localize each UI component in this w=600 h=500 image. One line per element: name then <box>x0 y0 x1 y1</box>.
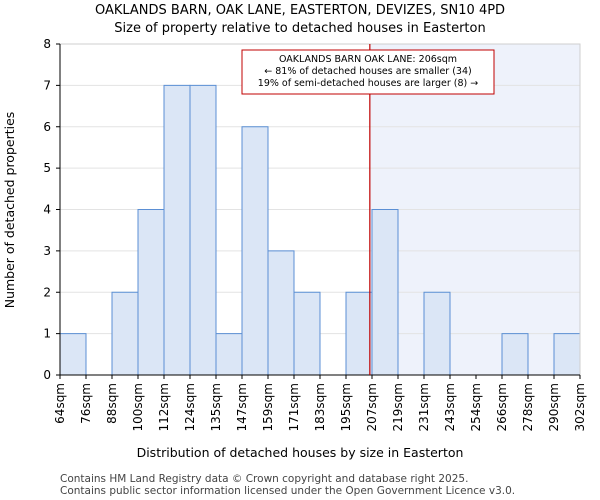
x-tick-label-195sqm: 195sqm <box>339 383 353 431</box>
annotation-line-3: 19% of semi-detached houses are larger (… <box>258 78 478 89</box>
plot-area: 0 1 2 3 4 5 6 7 8 64sqm 76sqm 88sqm 100sqm 112sqm 124s… <box>43 37 587 431</box>
chart-title: OAKLANDS BARN, OAK LANE, EASTERTON, DEVI… <box>95 3 505 18</box>
x-tick-label-207sqm: 207sqm <box>365 383 379 431</box>
y-axis-label: Number of detached properties <box>2 112 17 309</box>
x-tick-label-254sqm: 254sqm <box>469 383 483 431</box>
x-tick-label-76sqm: 76sqm <box>79 383 93 424</box>
x-tick-label-278sqm: 278sqm <box>521 383 535 431</box>
y-tick-label-4: 4 <box>43 203 51 217</box>
bar-266sqm <box>501 333 529 376</box>
y-tick-label-3: 3 <box>43 244 51 258</box>
bar-290sqm <box>553 333 581 376</box>
footer-line-2: Contains public sector information licen… <box>60 485 515 497</box>
bar-100sqm <box>137 209 165 376</box>
annotation-line-1: OAKLANDS BARN OAK LANE: 206sqm <box>279 54 457 65</box>
y-tick-label-1: 1 <box>43 327 51 341</box>
bar-147sqm <box>241 126 269 376</box>
bar-124sqm <box>189 84 217 376</box>
x-tick-label-135sqm: 135sqm <box>209 383 223 431</box>
footer-line-1: Contains HM Land Registry data © Crown c… <box>60 473 468 485</box>
x-axis-label: Distribution of detached houses by size … <box>137 445 464 460</box>
bar-195sqm <box>345 291 373 376</box>
x-tick-label-219sqm: 219sqm <box>391 383 405 431</box>
y-tick-label-5: 5 <box>43 161 51 175</box>
bar-135sqm <box>215 333 243 376</box>
x-tick-label-171sqm: 171sqm <box>287 383 301 431</box>
x-tick-label-112sqm: 112sqm <box>157 383 171 431</box>
annotation-line-2: ← 81% of detached houses are smaller (34… <box>264 66 471 77</box>
x-tick-label-100sqm: 100sqm <box>131 383 145 431</box>
bar-112sqm <box>163 84 191 376</box>
x-tick-label-159sqm: 159sqm <box>261 383 275 431</box>
bar-171sqm <box>293 291 321 376</box>
y-tick-label-8: 8 <box>43 37 51 51</box>
y-tick-label-0: 0 <box>43 368 51 382</box>
y-tick-label-7: 7 <box>43 78 51 92</box>
chart-subtitle: Size of property relative to detached ho… <box>114 21 485 36</box>
x-tick-label-88sqm: 88sqm <box>105 383 119 424</box>
x-tick-label-147sqm: 147sqm <box>235 383 249 431</box>
annotation-box <box>241 49 495 95</box>
bar-64sqm <box>59 333 87 376</box>
bar-231sqm <box>423 291 451 376</box>
bar-159sqm <box>267 250 295 376</box>
x-tick-label-183sqm: 183sqm <box>313 383 327 431</box>
x-tick-label-243sqm: 243sqm <box>443 383 457 431</box>
x-tick-label-64sqm: 64sqm <box>53 383 67 424</box>
x-tick-label-266sqm: 266sqm <box>495 383 509 431</box>
y-tick-label-6: 6 <box>43 120 51 134</box>
y-tick-label-2: 2 <box>43 285 51 299</box>
x-tick-label-302sqm: 302sqm <box>573 383 587 431</box>
x-tick-label-231sqm: 231sqm <box>417 383 431 431</box>
x-tick-label-290sqm: 290sqm <box>547 383 561 431</box>
x-tick-label-124sqm: 124sqm <box>183 383 197 431</box>
bar-207sqm <box>371 209 399 376</box>
bar-88sqm <box>111 291 139 376</box>
